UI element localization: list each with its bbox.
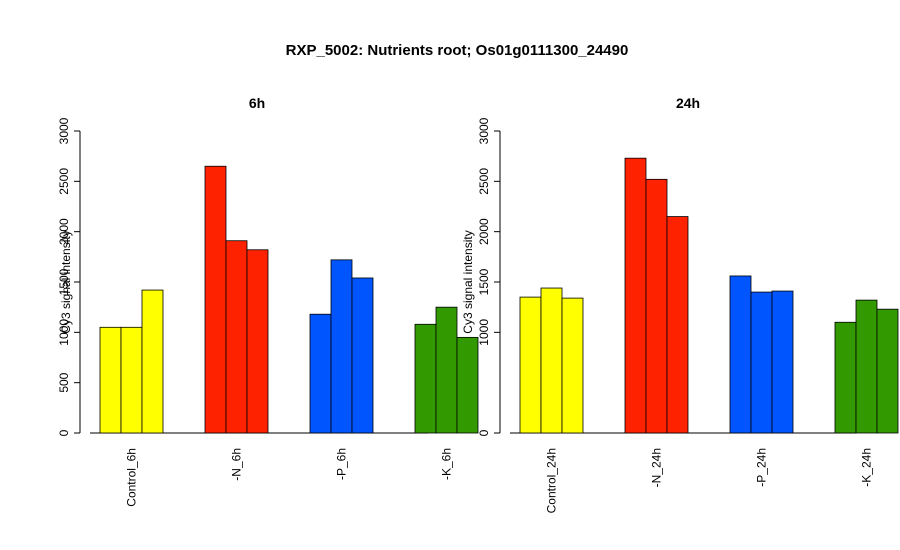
y-tick-label-24h: 1000 <box>477 319 491 346</box>
y-tick-label-6h: 2000 <box>57 218 71 245</box>
x-category-label-k-24h: -K_24h <box>860 448 874 487</box>
x-category-label-control-6h: Control_6h <box>125 448 139 507</box>
x-category-label-n-6h: -N_6h <box>230 448 244 481</box>
bar-p-6h-2 <box>330 259 353 434</box>
bar-p-6h-1 <box>309 313 332 434</box>
panel-24h: 24h Cy3 signal intensity 0 1000 1500 2000 25… <box>461 95 899 513</box>
y-tick-label-24h: 2000 <box>477 218 491 245</box>
y-tick-label-6h: 1000 <box>57 319 71 346</box>
y-tick-label-24h: 2500 <box>477 168 491 195</box>
bar-control-24h-1 <box>519 296 542 434</box>
bar-n-24h-1 <box>624 157 647 434</box>
bar-n-24h-2 <box>645 178 668 434</box>
bar-k-24h-3 <box>876 308 899 434</box>
bar-n-6h-2 <box>225 240 248 434</box>
bar-n-6h-1 <box>204 165 227 434</box>
bar-control-6h-1 <box>99 326 122 434</box>
bar-control-24h-3 <box>561 297 584 434</box>
bar-k-6h-2 <box>435 306 458 434</box>
bar-p-6h-3 <box>351 277 374 434</box>
x-category-label-control-24h: Control_24h <box>545 448 559 513</box>
bar-control-6h-3 <box>141 289 164 434</box>
bar-n-24h-3 <box>666 216 689 434</box>
bar-p-24h-3 <box>771 290 794 434</box>
x-category-label-p-6h: -P_6h <box>335 448 349 480</box>
y-tick-label-24h: 1500 <box>477 268 491 295</box>
bar-p-24h-2 <box>750 291 773 434</box>
y-tick-label-24h: 3000 <box>477 117 491 144</box>
bar-k-6h-1 <box>414 323 437 434</box>
y-axis-label-6h: Cy3 signal intensity <box>59 230 73 333</box>
figure-title: RXP_5002: Nutrients root; Os01g0111300_2… <box>286 42 629 59</box>
bar-control-6h-2 <box>120 326 143 434</box>
bar-control-24h-2 <box>540 287 563 434</box>
y-tick-label-24h: 0 <box>477 429 491 436</box>
panel-title-24h: 24h <box>676 95 700 111</box>
bar-p-24h-1 <box>729 275 752 434</box>
y-tick-label-6h: 0 <box>57 429 71 436</box>
y-tick-label-6h: 3000 <box>57 117 71 144</box>
panel-title-6h: 6h <box>249 95 265 111</box>
bar-n-6h-3 <box>246 249 269 434</box>
bar-k-6h-3 <box>456 336 479 434</box>
y-tick-label-6h: 500 <box>57 372 71 392</box>
y-axis-label-24h: Cy3 signal intensity <box>461 230 475 333</box>
panel-6h: 6h Cy3 signal intensity 0 500 1000 1500 2000… <box>57 95 479 507</box>
y-tick-label-6h: 2500 <box>57 168 71 195</box>
y-tick-label-6h: 1500 <box>57 268 71 295</box>
x-category-label-n-24h: -N_24h <box>650 448 664 487</box>
bar-k-24h-2 <box>855 299 878 434</box>
x-category-label-p-24h: -P_24h <box>755 448 769 487</box>
x-category-label-k-6h: -K_6h <box>440 448 454 480</box>
bar-k-24h-1 <box>834 321 857 434</box>
